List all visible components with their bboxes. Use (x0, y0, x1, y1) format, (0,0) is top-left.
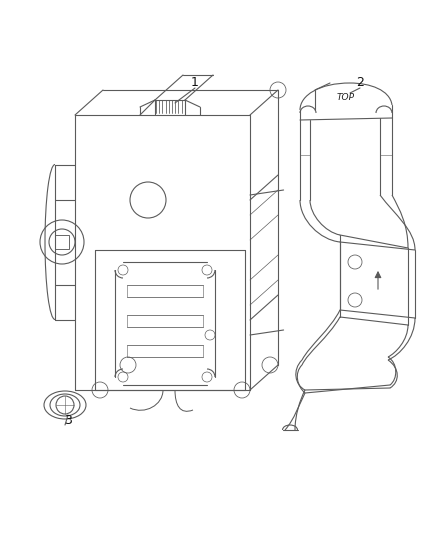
Text: TOP: TOP (337, 93, 355, 102)
Text: 1: 1 (191, 76, 199, 88)
Text: 3: 3 (64, 414, 72, 426)
Text: 2: 2 (356, 76, 364, 88)
FancyBboxPatch shape (55, 235, 69, 249)
